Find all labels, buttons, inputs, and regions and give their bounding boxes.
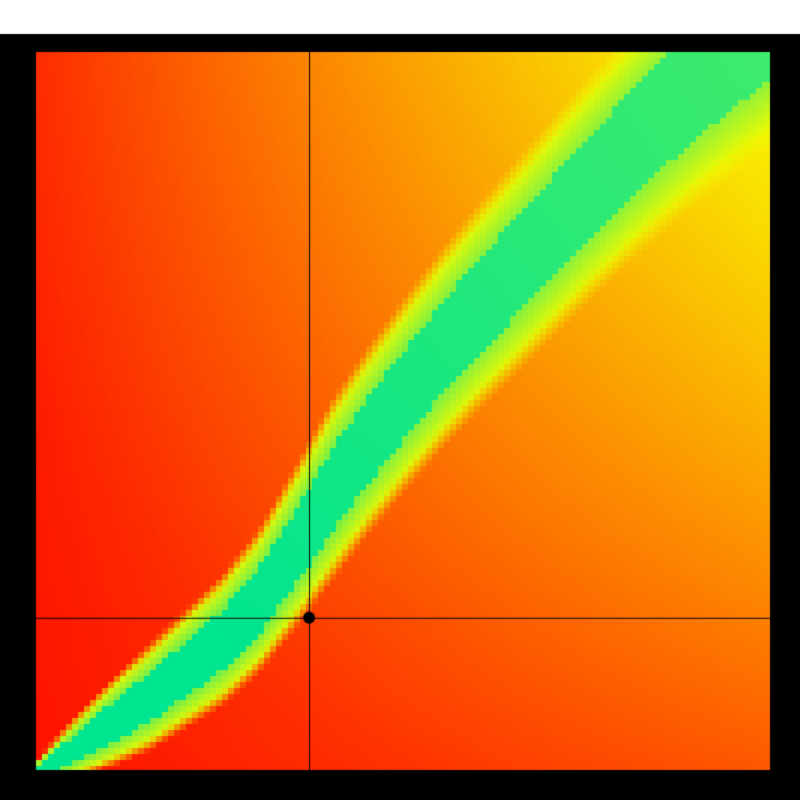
chart-container: TheBottleneck.com <box>0 0 800 800</box>
heatmap-canvas <box>0 0 800 800</box>
heatmap-canvas-wrap <box>0 0 800 800</box>
